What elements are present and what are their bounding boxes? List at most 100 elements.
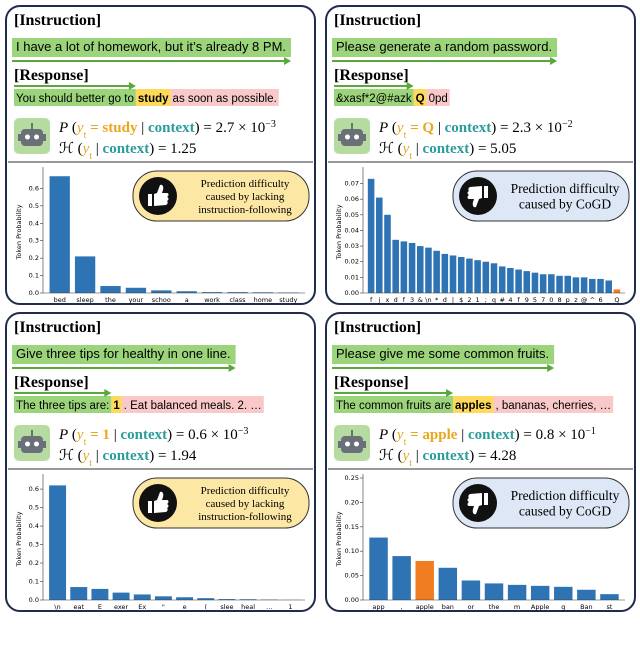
x-tick-label: & xyxy=(418,296,423,304)
robot-ear xyxy=(18,441,21,448)
x-tick-label: m xyxy=(514,603,520,611)
x-tick-label: \n xyxy=(425,296,431,304)
x-tick-label: | xyxy=(452,296,454,304)
robot-head xyxy=(341,436,363,453)
panel: [Instruction] Please give me some common … xyxy=(325,312,636,612)
x-tick-label: ^ xyxy=(590,296,595,304)
x-tick-label: schoo xyxy=(152,296,171,304)
x-tick-label: z xyxy=(574,296,578,304)
bar xyxy=(74,256,96,293)
formula: ℋ (yt | context) = 1.94 xyxy=(59,448,197,469)
robot-ear xyxy=(363,134,366,141)
bar xyxy=(369,537,388,600)
robot-eye xyxy=(354,441,359,447)
formula-part: y xyxy=(81,141,90,157)
bar xyxy=(530,585,550,600)
formula-part: t xyxy=(89,458,92,469)
response: The three tips are: 1 . Eat balanced meals… xyxy=(14,396,264,413)
arrow-head xyxy=(446,389,454,397)
formula-part: ( xyxy=(68,120,77,136)
x-tick-label: _ xyxy=(606,296,611,304)
robot-ear xyxy=(18,134,21,141)
instruction-highlight xyxy=(332,345,555,364)
robot-ear xyxy=(338,441,341,448)
bar xyxy=(539,274,547,293)
formula-part: | xyxy=(137,120,148,136)
thumb-icon xyxy=(467,493,488,515)
x-tick-label: p xyxy=(566,296,570,304)
bar xyxy=(176,597,194,600)
bar xyxy=(392,239,399,293)
badge-text: Prediction difficulty xyxy=(511,181,620,196)
y-tick-label: 0.05 xyxy=(345,572,359,580)
thumb-hand xyxy=(154,491,169,513)
y-tick-label: 0.6 xyxy=(29,184,39,192)
x-tick-label: apple xyxy=(416,603,434,611)
badge xyxy=(132,477,310,529)
x-tick-label: slee xyxy=(220,603,233,611)
y-tick-label: 0.6 xyxy=(29,485,39,493)
y-tick-label: 0.04 xyxy=(345,226,359,234)
robot-eye xyxy=(34,441,39,447)
x-tick-label: 3 xyxy=(410,296,414,304)
bar xyxy=(154,596,172,600)
formula-part: context xyxy=(103,141,150,157)
formula-part: context xyxy=(445,120,492,136)
response-segment: &xasf*2@#azk xyxy=(336,93,412,105)
instruction-highlight xyxy=(12,38,292,57)
bar xyxy=(252,292,274,293)
response-segment: 0pd xyxy=(429,93,448,105)
response-highlight xyxy=(14,396,112,413)
badge-text: caused by CoGD xyxy=(519,503,611,518)
bar xyxy=(457,257,465,293)
bar xyxy=(589,278,596,293)
x-tick-label: 4 xyxy=(508,296,512,304)
badge-text: Prediction difficulty xyxy=(201,178,290,190)
instruction-text: Please give me some common fruits. xyxy=(336,346,549,361)
x-tick-label: e xyxy=(183,603,187,611)
instruction-text: I have a lot of homework, but it’s alrea… xyxy=(16,39,286,54)
response-highlight xyxy=(334,89,414,106)
x-tick-label: 1 xyxy=(476,296,480,304)
robot-eye xyxy=(34,134,39,140)
bar xyxy=(218,599,236,600)
response-highlight xyxy=(121,396,264,413)
instruction: Give three tips for healthy in one line. xyxy=(12,345,236,364)
bar xyxy=(416,246,424,293)
formula-part: ) = 1.94 xyxy=(149,448,197,464)
formula-part: y xyxy=(395,120,404,136)
bar xyxy=(600,594,619,600)
bar xyxy=(100,286,121,293)
formula-part: context xyxy=(468,427,515,443)
x-tick-label: your xyxy=(129,296,144,304)
formula-part: ) = 4.28 xyxy=(469,448,516,464)
instruction-heading: [Instruction] xyxy=(334,319,421,336)
y-tick-label: 0.00 xyxy=(345,289,359,297)
formula-part: P xyxy=(378,120,388,136)
x-tick-label: * xyxy=(435,296,439,304)
x-tick-label: $ xyxy=(459,296,463,304)
bar xyxy=(449,255,457,293)
formula-part: | xyxy=(457,427,468,443)
robot-eye xyxy=(354,134,359,140)
panel: [Instruction] I have a lot of homework, b… xyxy=(5,5,316,305)
response-segment: apples xyxy=(455,400,491,412)
y-tick-label: 0.07 xyxy=(345,180,359,188)
formula-part: P xyxy=(378,427,388,443)
thumb-hand xyxy=(467,186,482,208)
formula-part: context xyxy=(120,427,167,443)
robot-head xyxy=(21,436,43,453)
y-tick-label: 0.3 xyxy=(29,237,39,245)
bar xyxy=(461,580,481,600)
instruction-text: Give three tips for healthy in one line. xyxy=(16,346,231,361)
formula-part: context xyxy=(103,448,150,464)
robot-head xyxy=(341,129,363,146)
x-tick-label: d xyxy=(394,296,398,304)
formula-part: t xyxy=(84,130,87,141)
panel-border xyxy=(325,312,636,612)
bar xyxy=(572,277,580,293)
y-tick-label: 0.06 xyxy=(345,195,359,203)
x-tick-label: 6 xyxy=(598,296,602,304)
y-tick-label: 0.02 xyxy=(345,258,359,266)
formula-part: y xyxy=(401,141,410,157)
